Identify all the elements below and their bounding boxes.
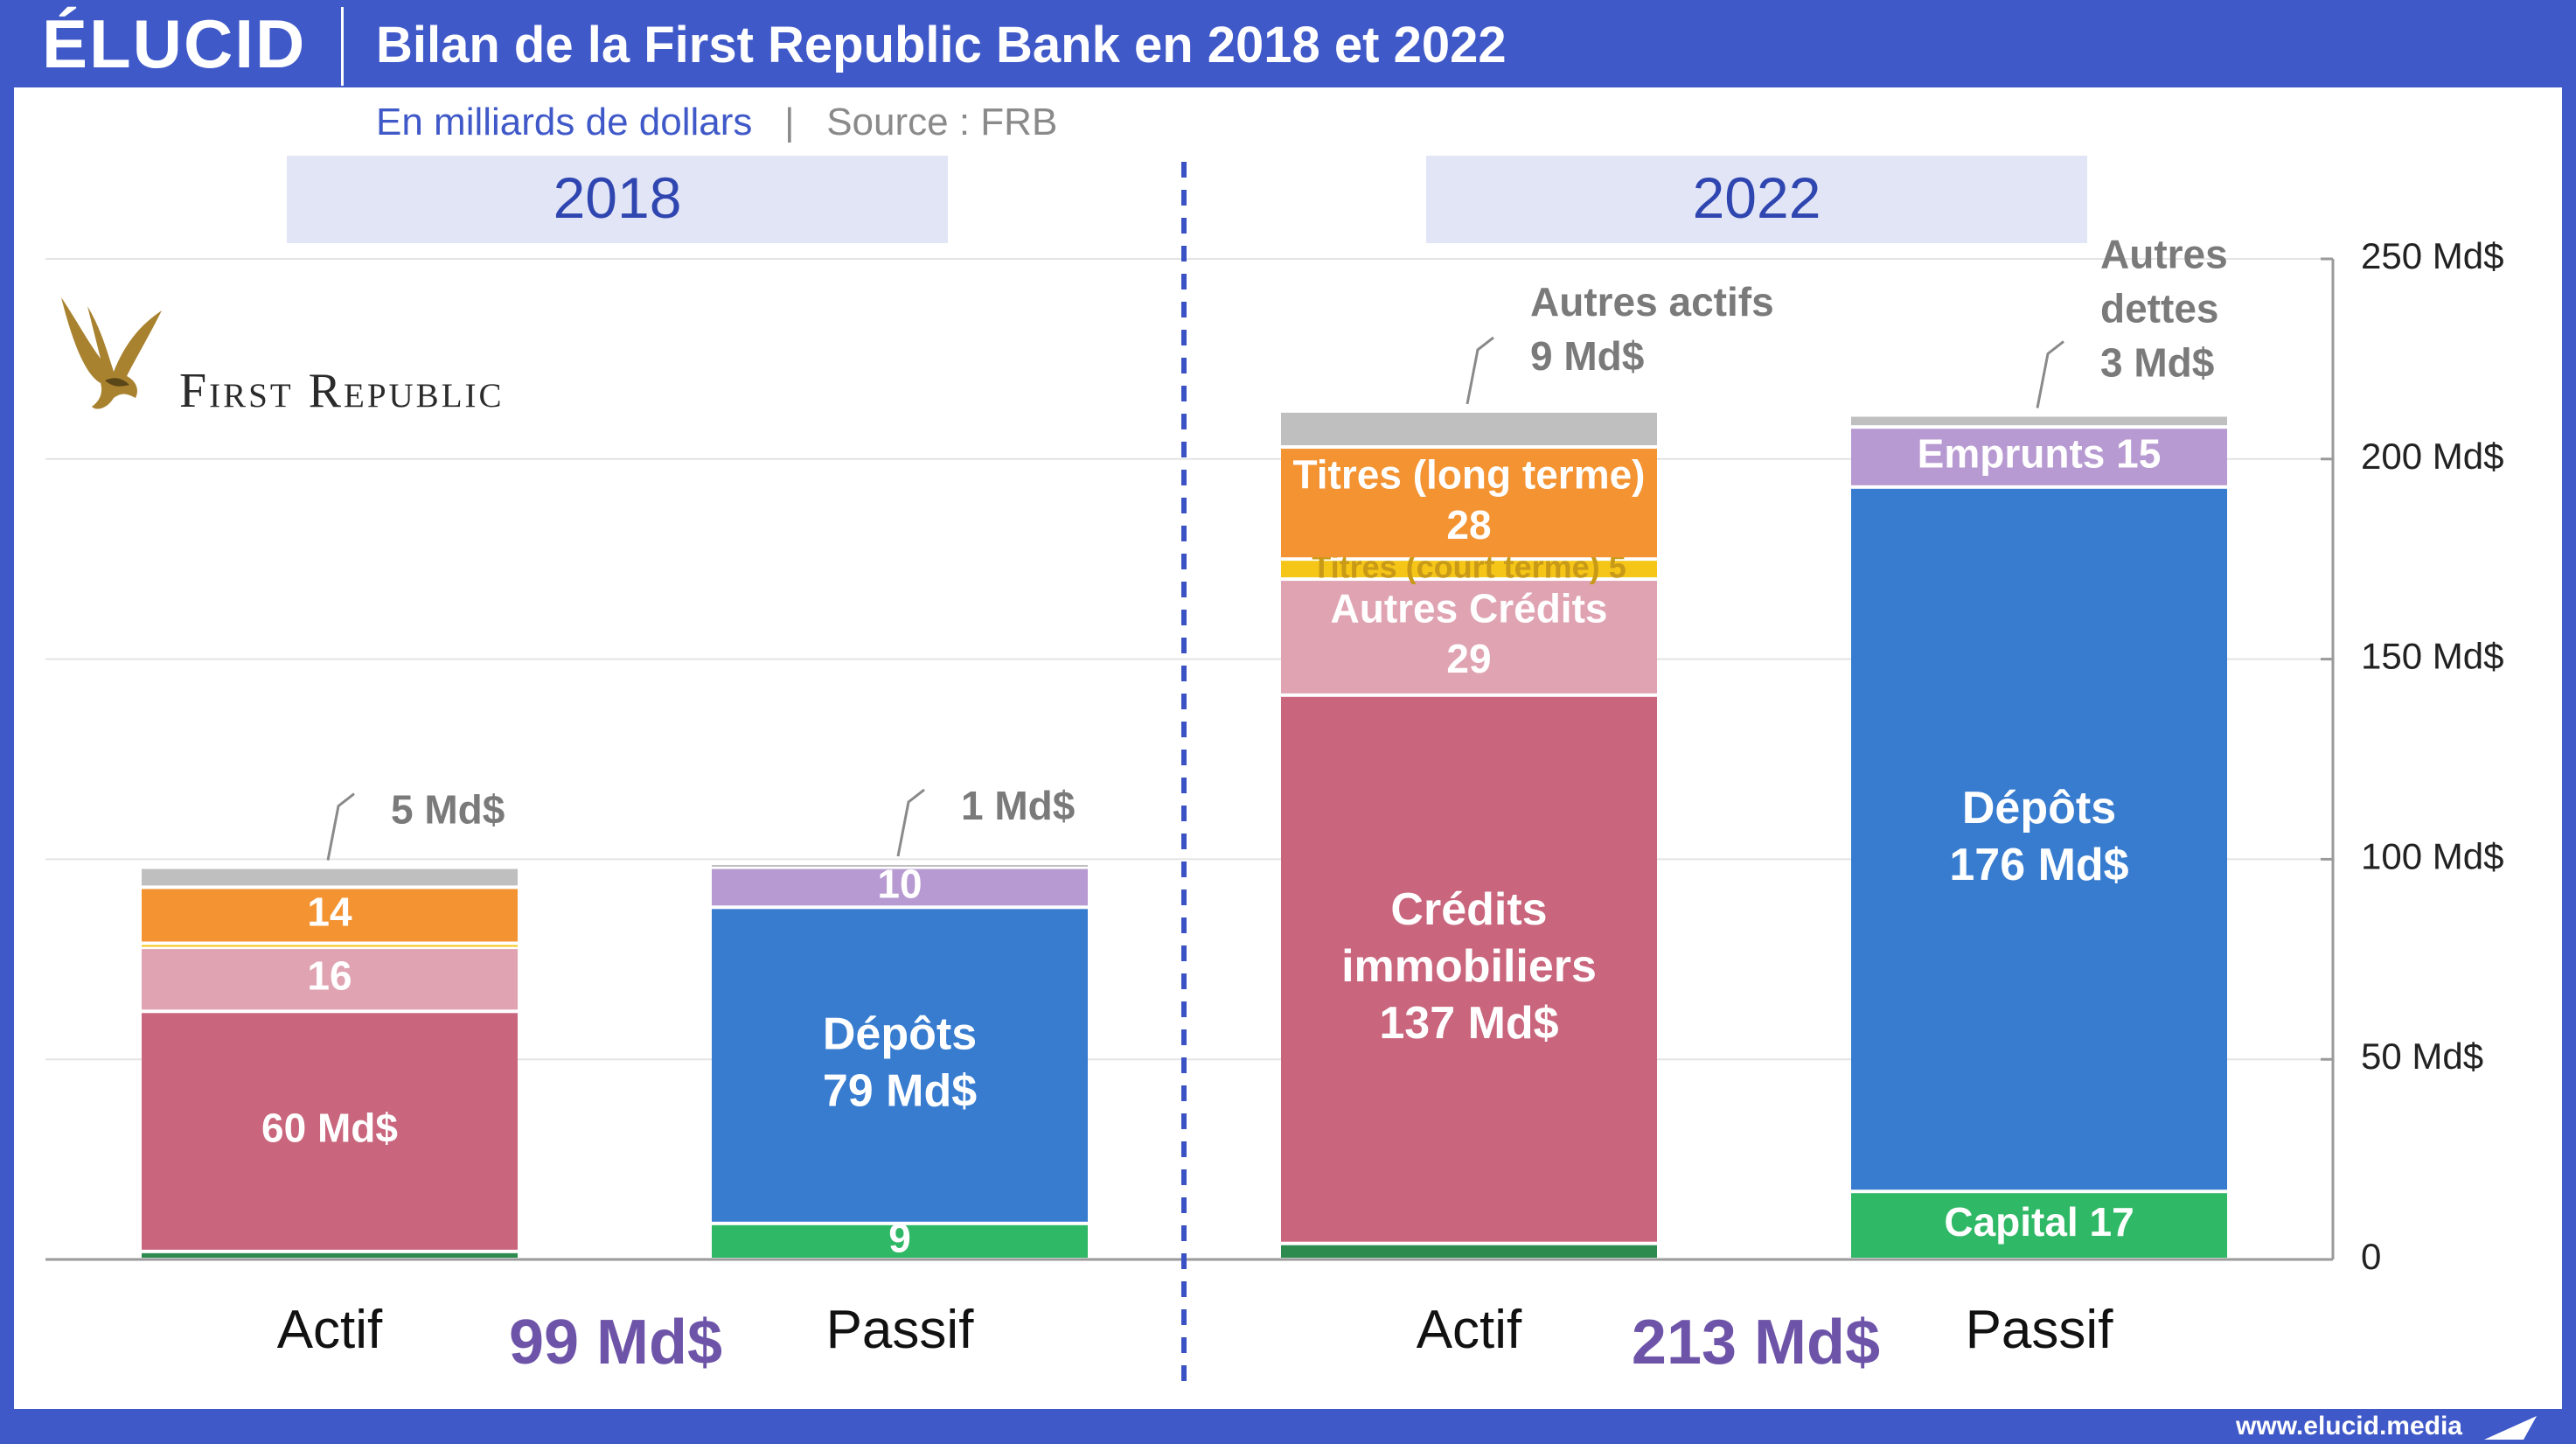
elucid-logo[interactable]: ÉLUCID bbox=[42, 5, 307, 82]
eagle-icon bbox=[61, 297, 162, 409]
y-tick-label: 50 Md$ bbox=[2361, 1036, 2483, 1077]
callout-leader bbox=[326, 792, 355, 861]
callout-leader bbox=[896, 788, 925, 857]
segment-label: Dépôts 176 Md$ bbox=[1949, 783, 2128, 890]
bar-category-label: Passif bbox=[1966, 1300, 2114, 1360]
bar-category-label: Actif bbox=[1417, 1300, 1522, 1360]
chart-subtitle: En milliards de dollars | Source : FRB bbox=[376, 96, 1057, 149]
y-tick-label: 0 bbox=[2361, 1236, 2381, 1277]
year-header-label: 2018 bbox=[553, 165, 682, 230]
bar-segment-cash bbox=[1281, 1245, 1657, 1258]
header-divider bbox=[341, 7, 344, 86]
bar-segment-autres_actifs bbox=[142, 868, 518, 886]
elucid-mark-icon bbox=[2484, 1416, 2537, 1440]
bar-segment-emprunts bbox=[1851, 429, 2227, 485]
segment-label: Emprunts 15 bbox=[1918, 431, 2162, 477]
bar-segment-titres_long bbox=[1281, 449, 1657, 558]
bar-segment-autres_actifs bbox=[1281, 412, 1657, 446]
segment-label: Dépôts 79 Md$ bbox=[823, 1008, 977, 1116]
y-tick-label: 250 Md$ bbox=[2361, 235, 2503, 276]
footer-bar: www.elucid.media bbox=[0, 1409, 2576, 1444]
bar-segment-titres_long bbox=[142, 889, 518, 942]
callout-leader bbox=[2036, 340, 2064, 408]
bar-segment-titres_court bbox=[142, 945, 518, 947]
source-label: Source : FRB bbox=[826, 101, 1058, 143]
segment-label: Crédits immobiliers 137 Md$ bbox=[1341, 884, 1597, 1049]
header-bar: ÉLUCID Bilan de la First Republic Bank e… bbox=[0, 0, 2576, 87]
bar-segment-autres_credits bbox=[142, 949, 518, 1010]
segment-label: 14 bbox=[307, 889, 352, 935]
bar-segment-credits_immo bbox=[1281, 696, 1657, 1242]
bar-segment-capital bbox=[1851, 1193, 2227, 1258]
panel-total-label: 99 Md$ bbox=[509, 1308, 722, 1378]
segment-label: 9 bbox=[888, 1216, 911, 1261]
y-tick-label: 100 Md$ bbox=[2361, 835, 2503, 876]
bar-segment-depots bbox=[1851, 488, 2227, 1190]
unit-label: En milliards de dollars bbox=[376, 101, 753, 143]
segment-label: Titres (long terme) 28 bbox=[1293, 452, 1646, 548]
segment-label: 10 bbox=[877, 862, 922, 907]
bar-segment-credits_immo bbox=[142, 1013, 518, 1250]
bar-segment-cash bbox=[142, 1252, 518, 1258]
bar-segment-autres_credits bbox=[1281, 581, 1657, 694]
year-header-box bbox=[287, 156, 948, 243]
callout-label: Autres actifs 9 Md$ bbox=[1530, 279, 1774, 379]
segment-label: Capital 17 bbox=[1944, 1199, 2134, 1245]
left-border bbox=[0, 87, 14, 1444]
right-border bbox=[2562, 87, 2576, 1444]
segment-label: Autres Crédits 29 bbox=[1331, 586, 1608, 682]
segment-label: 60 Md$ bbox=[261, 1106, 398, 1151]
callout-label: 5 Md$ bbox=[391, 787, 505, 833]
bar-segment-titres_court bbox=[1281, 561, 1657, 578]
bar-segment-depots bbox=[712, 909, 1088, 1222]
subtitle-separator: | bbox=[762, 101, 816, 143]
chart-title: Bilan de la First Republic Bank en 2018 … bbox=[376, 17, 1507, 73]
bar-category-label: Passif bbox=[826, 1300, 975, 1360]
y-tick-label: 150 Md$ bbox=[2361, 636, 2503, 677]
callout-leader bbox=[1466, 336, 1494, 405]
bar-segment-capital bbox=[712, 1224, 1088, 1258]
year-header-box bbox=[1426, 156, 2087, 243]
callout-label: 1 Md$ bbox=[961, 783, 1075, 828]
panel-total-label: 213 Md$ bbox=[1632, 1308, 1880, 1378]
bar-segment-autres_dettes bbox=[1851, 416, 2227, 426]
bar-segment-autres_dettes bbox=[712, 864, 1088, 867]
y-tick-label: 200 Md$ bbox=[2361, 436, 2503, 477]
year-header-label: 2022 bbox=[1693, 165, 1821, 230]
footer-url[interactable]: www.elucid.media bbox=[2236, 1412, 2462, 1441]
bar-segment-emprunts bbox=[712, 868, 1088, 906]
bar-category-label: Actif bbox=[277, 1300, 383, 1360]
first-republic-logo-text: First Republic bbox=[179, 364, 505, 418]
callout-label: Autres dettes 3 Md$ bbox=[2100, 232, 2228, 386]
segment-label: 16 bbox=[307, 953, 352, 999]
